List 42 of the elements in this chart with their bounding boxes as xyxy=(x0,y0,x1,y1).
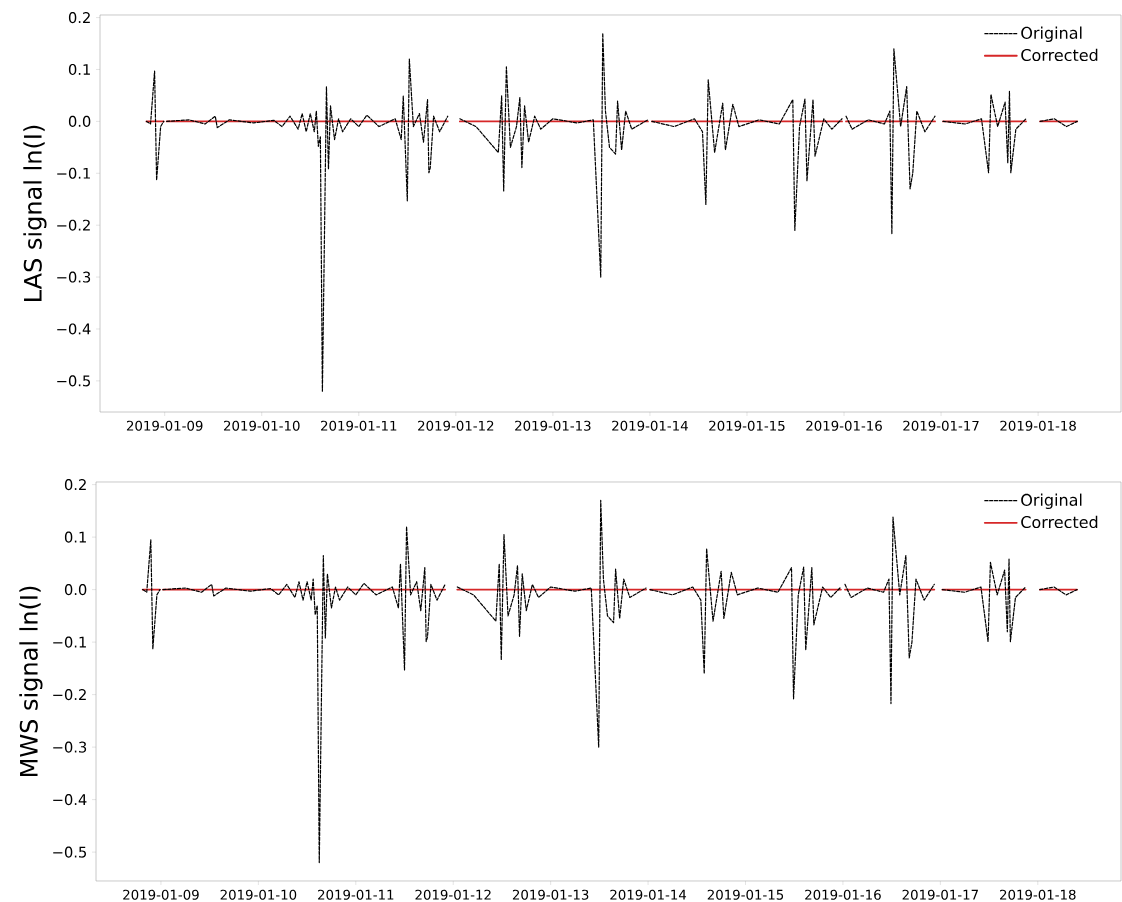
x-tick-label: 2019-01-15 xyxy=(709,420,785,431)
x-tick-label: 2019-01-13 xyxy=(512,889,589,900)
y-tick-label: 0.0 xyxy=(68,115,91,127)
legend-label: Corrected xyxy=(1021,515,1098,529)
x-tick-label: 2019-01-09 xyxy=(126,420,203,431)
x-tick-label: 2019-01-16 xyxy=(806,420,882,431)
y-tick-label: 0.1 xyxy=(68,63,90,76)
x-tick-label: 2019-01-16 xyxy=(805,889,881,900)
x-tick-label: 2019-01-17 xyxy=(903,420,979,431)
y-tick-label: −0.5 xyxy=(57,375,91,387)
x-tick-label: 2019-01-12 xyxy=(415,889,491,900)
y-tick-label: −0.2 xyxy=(53,689,86,701)
y-tick-label: −0.2 xyxy=(57,219,90,231)
x-tick-label: 2019-01-11 xyxy=(318,889,394,900)
x-tick-label: 2019-01-15 xyxy=(707,889,784,900)
x-tick-label: 2019-01-10 xyxy=(223,420,300,431)
y-tick-label: 0.2 xyxy=(68,12,90,24)
x-tick-label: 2019-01-10 xyxy=(220,889,297,900)
x-tick-label: 2019-01-18 xyxy=(1000,889,1076,900)
y-tick-label: −0.3 xyxy=(57,271,91,283)
y-tick-label: −0.4 xyxy=(53,794,87,806)
y-tick-label: 0.1 xyxy=(64,531,86,543)
y-tick-label: −0.5 xyxy=(53,846,87,858)
x-tick-label: 2019-01-17 xyxy=(902,889,978,900)
legend-label: Original xyxy=(1021,493,1082,510)
y-axis-title: LAS signal ln(I) xyxy=(23,125,47,301)
x-tick-label: 2019-01-13 xyxy=(515,420,591,431)
legend-label: Original xyxy=(1021,26,1082,43)
legend-label: Corrected xyxy=(1021,48,1098,62)
y-tick-label: −0.1 xyxy=(57,167,90,179)
x-tick-label: 2019-01-14 xyxy=(610,889,687,900)
x-tick-label: 2019-01-11 xyxy=(321,420,397,431)
x-tick-label: 2019-01-14 xyxy=(612,420,688,431)
x-tick-label: 2019-01-12 xyxy=(418,420,494,431)
y-tick-label: −0.3 xyxy=(53,741,87,753)
y-tick-label: 0.2 xyxy=(64,479,86,491)
y-tick-label: −0.4 xyxy=(57,323,91,335)
y-axis-title: MWS signal ln(I) xyxy=(19,586,43,776)
y-tick-label: 0.0 xyxy=(64,584,87,596)
x-tick-label: 2019-01-18 xyxy=(1000,420,1076,431)
x-tick-label: 2019-01-09 xyxy=(123,889,199,900)
y-tick-label: −0.1 xyxy=(53,636,86,648)
